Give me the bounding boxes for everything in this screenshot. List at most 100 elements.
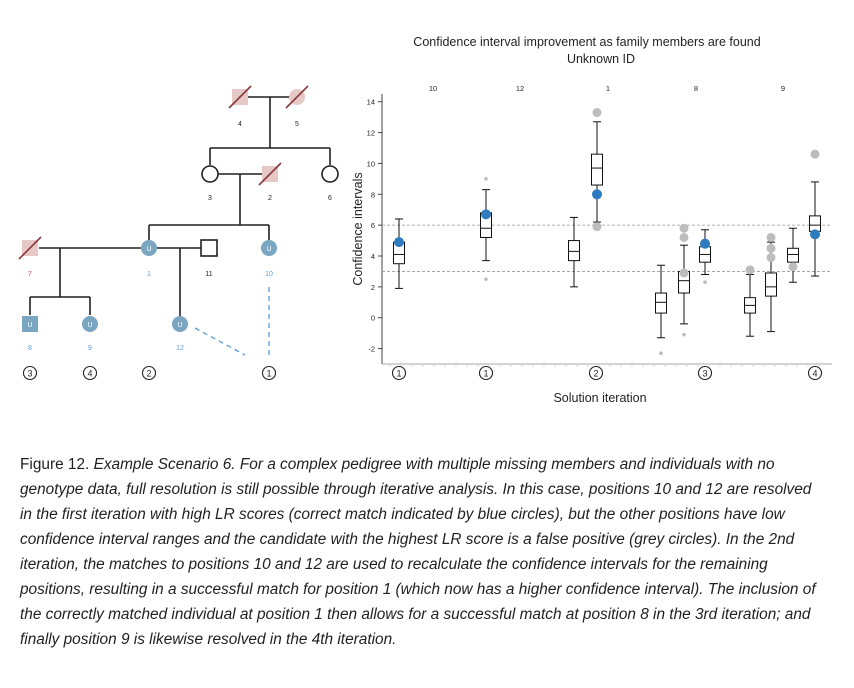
y-tick-label: 2 — [371, 283, 375, 292]
group-label: 10 — [429, 84, 437, 93]
pedigree-label-6: 6 — [328, 195, 332, 202]
pedigree-label-12: 12 — [176, 345, 184, 352]
box-iqr — [591, 153, 603, 186]
group-label: 1 — [606, 84, 610, 93]
pedigree-diagram — [29, 96, 331, 359]
chart-title: Confidence interval improvement as famil… — [413, 35, 760, 49]
y-axis-label: Confidence intervals — [351, 172, 365, 285]
false-positive-dot — [703, 280, 707, 285]
y-tick-label: 10 — [367, 159, 375, 168]
box-iqr — [568, 240, 580, 262]
y-tick-label: 12 — [367, 129, 375, 138]
box — [480, 189, 492, 262]
pedigree-label-3: 3 — [208, 195, 212, 202]
y-tick-label: -2 — [368, 345, 375, 354]
iteration-marker: 3 — [697, 365, 713, 381]
false-positive-dot — [484, 277, 488, 281]
y-tick-label: 4 — [371, 252, 375, 261]
pedigree-iteration-marker: 2 — [141, 365, 157, 381]
pedigree-node-3 — [201, 165, 219, 183]
pedigree-iteration-marker: 4 — [82, 365, 98, 381]
group-8: 83 — [655, 84, 713, 381]
false-positive-dot — [592, 222, 602, 232]
pedigree-label-2: 2 — [268, 195, 272, 202]
group-label: 12 — [516, 84, 524, 93]
iteration-marker: 1 — [391, 365, 407, 381]
iteration-marker-label: 3 — [702, 369, 707, 379]
iteration-marker: 4 — [807, 365, 823, 381]
pedigree-node-8: U — [22, 316, 38, 332]
iteration-marker-label: 1 — [483, 369, 488, 379]
caption-lead: Figure 12. — [20, 456, 90, 473]
box — [787, 227, 799, 283]
iteration-marker: 1 — [478, 365, 494, 381]
pedigree-label-7: 7 — [28, 271, 32, 278]
correct-match-dot — [700, 238, 710, 249]
box — [393, 218, 405, 289]
pedigree-node-symbol: U — [266, 246, 271, 253]
group-10: 10 1 — [391, 84, 437, 381]
pedigree-node-6 — [321, 165, 339, 183]
pedigree-label-4: 4 — [238, 121, 242, 128]
svg-text:1: 1 — [266, 369, 271, 379]
false-positive-dot — [679, 223, 689, 233]
pedigree-node-5 — [285, 85, 309, 109]
pedigree-node-9: U — [82, 316, 98, 332]
y-tick-label: 0 — [371, 314, 375, 323]
false-positive-dot — [766, 232, 776, 242]
pedigree-label-9: 9 — [88, 345, 92, 352]
box — [744, 274, 756, 337]
pedigree-node-1: U — [141, 240, 157, 256]
box-iqr — [765, 272, 777, 297]
box-iqr — [655, 292, 667, 314]
correct-match-dot — [592, 189, 602, 200]
pedigree-node-7 — [18, 236, 42, 260]
box — [655, 264, 667, 339]
pedigree-label-11: 11 — [205, 271, 212, 278]
pedigree-node-11 — [200, 239, 218, 257]
svg-text:4: 4 — [87, 369, 92, 379]
false-positive-dot — [810, 149, 820, 159]
caption-body: Example Scenario 6. For a complex pedigr… — [20, 456, 816, 648]
box — [699, 229, 711, 276]
box — [591, 121, 603, 223]
y-tick-label: 8 — [371, 190, 375, 199]
x-axis-label: Solution iteration — [553, 391, 646, 405]
false-positive-dot — [679, 232, 689, 242]
svg-text:2: 2 — [146, 369, 151, 379]
correct-match-dot — [810, 229, 820, 240]
box — [568, 216, 580, 288]
y-tick-label: 14 — [367, 98, 375, 107]
false-positive-dot — [679, 268, 689, 278]
box-iqr — [809, 215, 821, 232]
false-positive-dot — [682, 332, 686, 337]
y-tick-label: 6 — [371, 221, 375, 230]
iteration-marker-label: 1 — [396, 369, 401, 379]
false-positive-dot — [766, 243, 776, 253]
pedigree-node-symbol: U — [27, 322, 32, 329]
box — [809, 181, 821, 277]
pedigree-iteration-marker: 1 — [261, 365, 277, 381]
false-positive-dot — [484, 177, 488, 181]
pedigree-node-symbol: U — [177, 322, 182, 329]
pedigree-label-1: 1 — [147, 271, 151, 278]
pedigree-label-5: 5 — [295, 121, 299, 128]
group-label: 9 — [781, 84, 785, 93]
false-positive-dot — [659, 351, 663, 356]
group-label: 8 — [694, 84, 698, 93]
pedigree-iteration-marker: 3 — [22, 365, 38, 381]
correct-match-dot — [481, 209, 491, 220]
figure-caption: Figure 12. Example Scenario 6. For a com… — [20, 452, 820, 652]
pedigree-node-12: U — [172, 316, 188, 332]
group-9: 94 — [744, 84, 823, 381]
chart-subtitle: Unknown ID — [567, 52, 635, 66]
group-1: 12 — [568, 84, 610, 381]
boxplot-chart: Confidence interval improvement as famil… — [351, 35, 832, 405]
pedigree-node-symbol: U — [87, 322, 92, 329]
false-positive-dot — [766, 253, 776, 263]
iteration-marker-label: 2 — [593, 369, 598, 379]
false-positive-dot — [745, 265, 755, 275]
pedigree-label-10: 10 — [265, 271, 273, 278]
correct-match-dot — [394, 237, 404, 248]
